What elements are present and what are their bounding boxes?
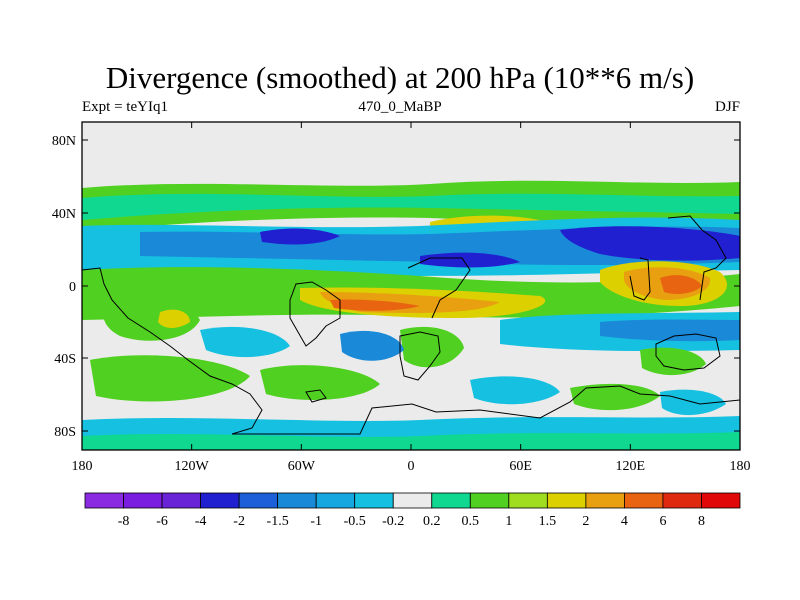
lat-tick-label: 40S [54,352,76,367]
field-south-green-blob-1 [103,296,200,341]
colorbar-label: -0.5 [344,514,366,529]
colorbar-swatch [624,492,664,509]
lat-tick-label: 80N [52,134,76,149]
lon-tick-label: 180 [72,459,93,474]
coast-south-america-tip [305,389,327,403]
coastlines [82,215,740,435]
colorbar-swatch [431,492,471,509]
coast-south-america [289,281,341,347]
colorbar-label: 8 [698,514,705,529]
field-negative-jet-dark-3 [420,252,520,268]
lat-tick-label: 80S [54,425,76,440]
colorbar-swatch [277,492,317,509]
field-south-yellow-patch [158,309,190,328]
field-south-blue-blob-2 [340,330,404,361]
colorbar-swatch [469,492,510,509]
experiment-label: Expt = teYIq1 [82,99,168,115]
colorbar-label: 1 [505,514,512,529]
colorbar-swatch [392,492,433,509]
colorbar-label: 6 [659,514,666,529]
colorbar-label: -2 [233,514,245,529]
colorbar-label: 0.2 [423,514,441,529]
field-south-blue-blob-3 [470,376,560,405]
colorbar-label: -1 [310,514,322,529]
colorbar-label: -6 [156,514,168,529]
colorbar-label: -8 [118,514,130,529]
coast-australia [655,333,721,371]
colorbar-swatch [354,492,394,509]
colorbar-label: -1.5 [267,514,289,529]
colorbar-swatch [662,492,702,509]
field-south-green-blob-3 [260,365,380,400]
field-negative-jet-dark-1 [260,228,340,245]
chart-title: Divergence (smoothed) at 200 hPa (10**6 … [105,60,695,95]
period-label: 470_0_MaBP [358,99,442,115]
axis-ticks: 180 120W 60W 0 60E 120E 180 80N 40N 0 40S 80S [52,122,751,474]
coast-south-africa [399,331,441,381]
coast-asia [629,257,651,301]
field-south-green-blob-6 [570,383,660,411]
colorbar-swatch [123,492,163,509]
colorbar-swatch [508,492,548,509]
field-north-teal-band [82,193,740,220]
lon-tick-label: 120E [616,459,646,474]
lon-tick-label: 0 [408,459,415,474]
field-antarctic-green [82,432,740,450]
season-label: DJF [714,99,740,115]
coast-north-america [82,267,263,435]
colorbar-label: -0.2 [382,514,404,529]
coast-africa [407,257,471,319]
coast-east-asia [667,215,727,301]
colorbar-swatch [200,492,240,509]
colorbar-label: 1.5 [539,514,557,529]
coast-antarctica [232,385,740,435]
lon-tick-label: 60W [288,459,316,474]
field-negative-jet-dark-2 [560,226,740,261]
lat-tick-label: 40N [52,207,76,222]
colorbar-swatch [84,492,124,509]
lon-tick-label: 180 [730,459,751,474]
colorbar: -8 -6 -4 -2 -1.5 -1 -0.5 -0.2 0.2 0.5 1 1.5 2 4 6 8 [84,492,741,529]
colorbar-label: 4 [621,514,628,529]
colorbar-swatch [315,492,356,509]
divergence-field [82,180,740,450]
colorbar-swatch [238,492,279,509]
lon-tick-label: 60E [509,459,532,474]
colorbar-swatch [585,492,625,509]
lon-tick-label: 120W [175,459,210,474]
colorbar-label: 2 [582,514,589,529]
field-equatorial-red [330,299,420,311]
colorbar-swatch [161,492,201,509]
field-south-blue-blob-1 [200,326,290,358]
field-south-green-blob-2 [90,355,250,402]
colorbar-swatch [701,492,741,509]
field-south-green-blob-4 [400,326,464,368]
field-pacific-red [660,275,702,294]
colorbar-label: 0.5 [462,514,480,529]
lat-tick-label: 0 [69,280,76,295]
colorbar-label: -4 [195,514,207,529]
colorbar-swatch [546,492,587,509]
